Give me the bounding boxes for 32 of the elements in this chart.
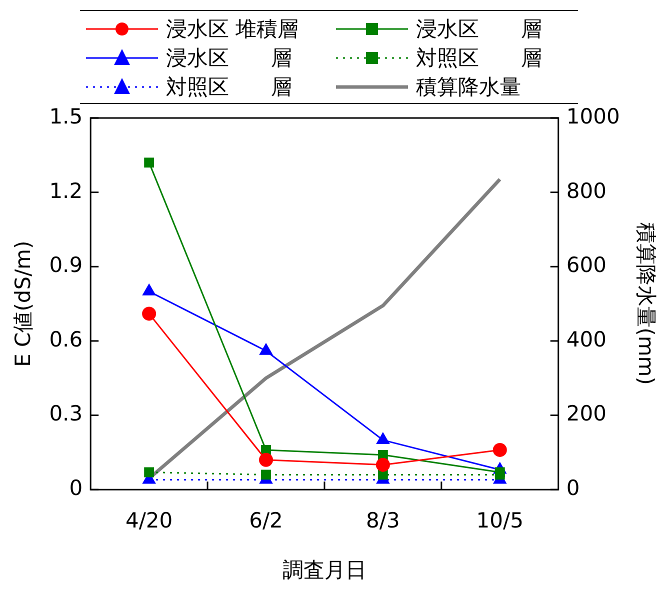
x-tick-label: 6/2 xyxy=(249,508,283,533)
y2-tick-label: 200 xyxy=(566,402,606,426)
legend-label: 対照区 層 xyxy=(166,74,292,100)
point xyxy=(144,467,154,478)
y2-tick-label: 400 xyxy=(566,327,606,352)
y-tick-label: 1.2 xyxy=(49,178,83,203)
legend-label: 浸水区 堆積層 xyxy=(166,16,299,42)
point xyxy=(492,442,507,457)
legend-label: 積算降水量 xyxy=(416,74,521,100)
y-tick-label: 0.9 xyxy=(49,253,83,278)
x-tick-label: 4/20 xyxy=(125,508,173,533)
legend-label: 浸水区 層 xyxy=(166,44,292,72)
legend-label: 浸水区 層 xyxy=(416,16,542,42)
x-axis-title: 調査月日 xyxy=(282,558,366,582)
y2-axis-title: 積算降水量(mm) xyxy=(634,222,658,385)
point xyxy=(142,306,156,321)
y2-tick-label: 800 xyxy=(566,178,606,203)
point xyxy=(376,458,390,472)
point xyxy=(261,470,271,480)
y2-tick-label: 1000 xyxy=(566,104,620,128)
y-tick-label: 0.6 xyxy=(49,327,83,352)
y-axis-title: E C値(dS/m) xyxy=(11,240,36,367)
y2-tick-label: 600 xyxy=(566,253,606,278)
x-tick-label: 10/5 xyxy=(476,508,524,533)
y-tick-label: 0 xyxy=(69,476,83,500)
legend-label: 対照区 層 xyxy=(416,44,542,72)
x-tick-label: 8/3 xyxy=(366,508,400,533)
y-tick-label: 1.5 xyxy=(49,104,83,128)
y-tick-label: 0.3 xyxy=(49,402,83,426)
point xyxy=(144,158,154,168)
point xyxy=(259,452,274,467)
y2-tick-label: 0 xyxy=(566,476,580,500)
